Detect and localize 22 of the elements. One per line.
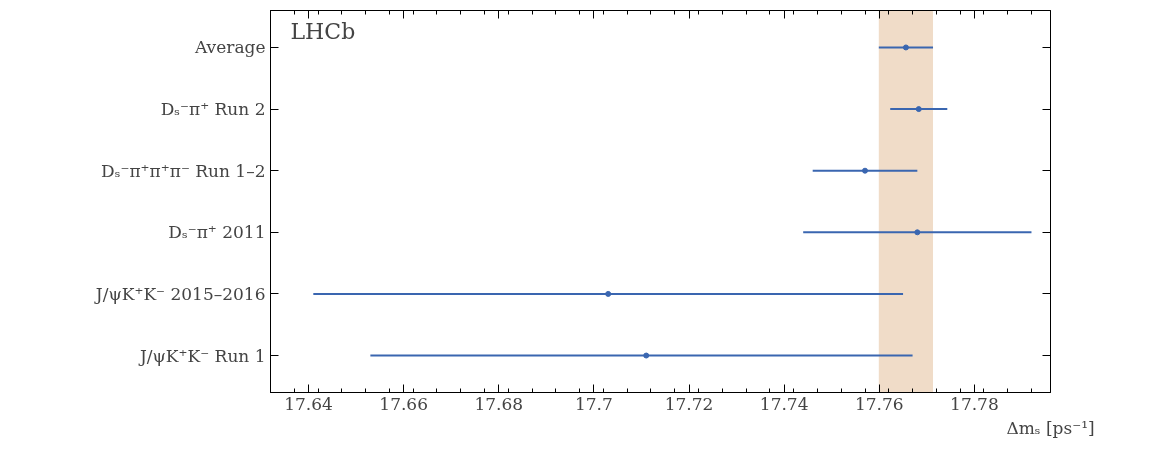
point	[914, 229, 921, 236]
x-tick-label: 17.66	[379, 393, 429, 414]
x-tick-label: 17.76	[854, 393, 904, 414]
x-tick-label: 17.78	[950, 393, 999, 414]
point	[915, 106, 922, 113]
point	[902, 44, 909, 51]
y-tick-label: Average	[194, 37, 266, 58]
point	[643, 352, 650, 359]
point	[862, 167, 869, 174]
y-tick-label: J/ψK⁺K⁻ Run 1	[137, 345, 266, 366]
y-tick-label: Dₛ⁻π⁺ 2011	[168, 222, 266, 243]
y-tick-label: J/ψK⁺K⁻ 2015–2016	[93, 283, 266, 304]
x-tick-label: 17.68	[474, 393, 524, 414]
annotation: LHCb	[290, 19, 356, 45]
x-tick-label: 17.7	[574, 393, 613, 414]
x-tick-label: 17.72	[664, 393, 714, 414]
point	[605, 290, 612, 297]
y-tick-label: Dₛ⁻π⁺π⁺π⁻ Run 1–2	[101, 160, 266, 181]
x-tick-label: 17.74	[759, 393, 809, 414]
y-tick-label: Dₛ⁻π⁺ Run 2	[160, 99, 266, 120]
x-tick-label: 17.64	[284, 393, 333, 414]
x-axis-title: Δmₛ [ps⁻¹]	[1006, 417, 1095, 438]
